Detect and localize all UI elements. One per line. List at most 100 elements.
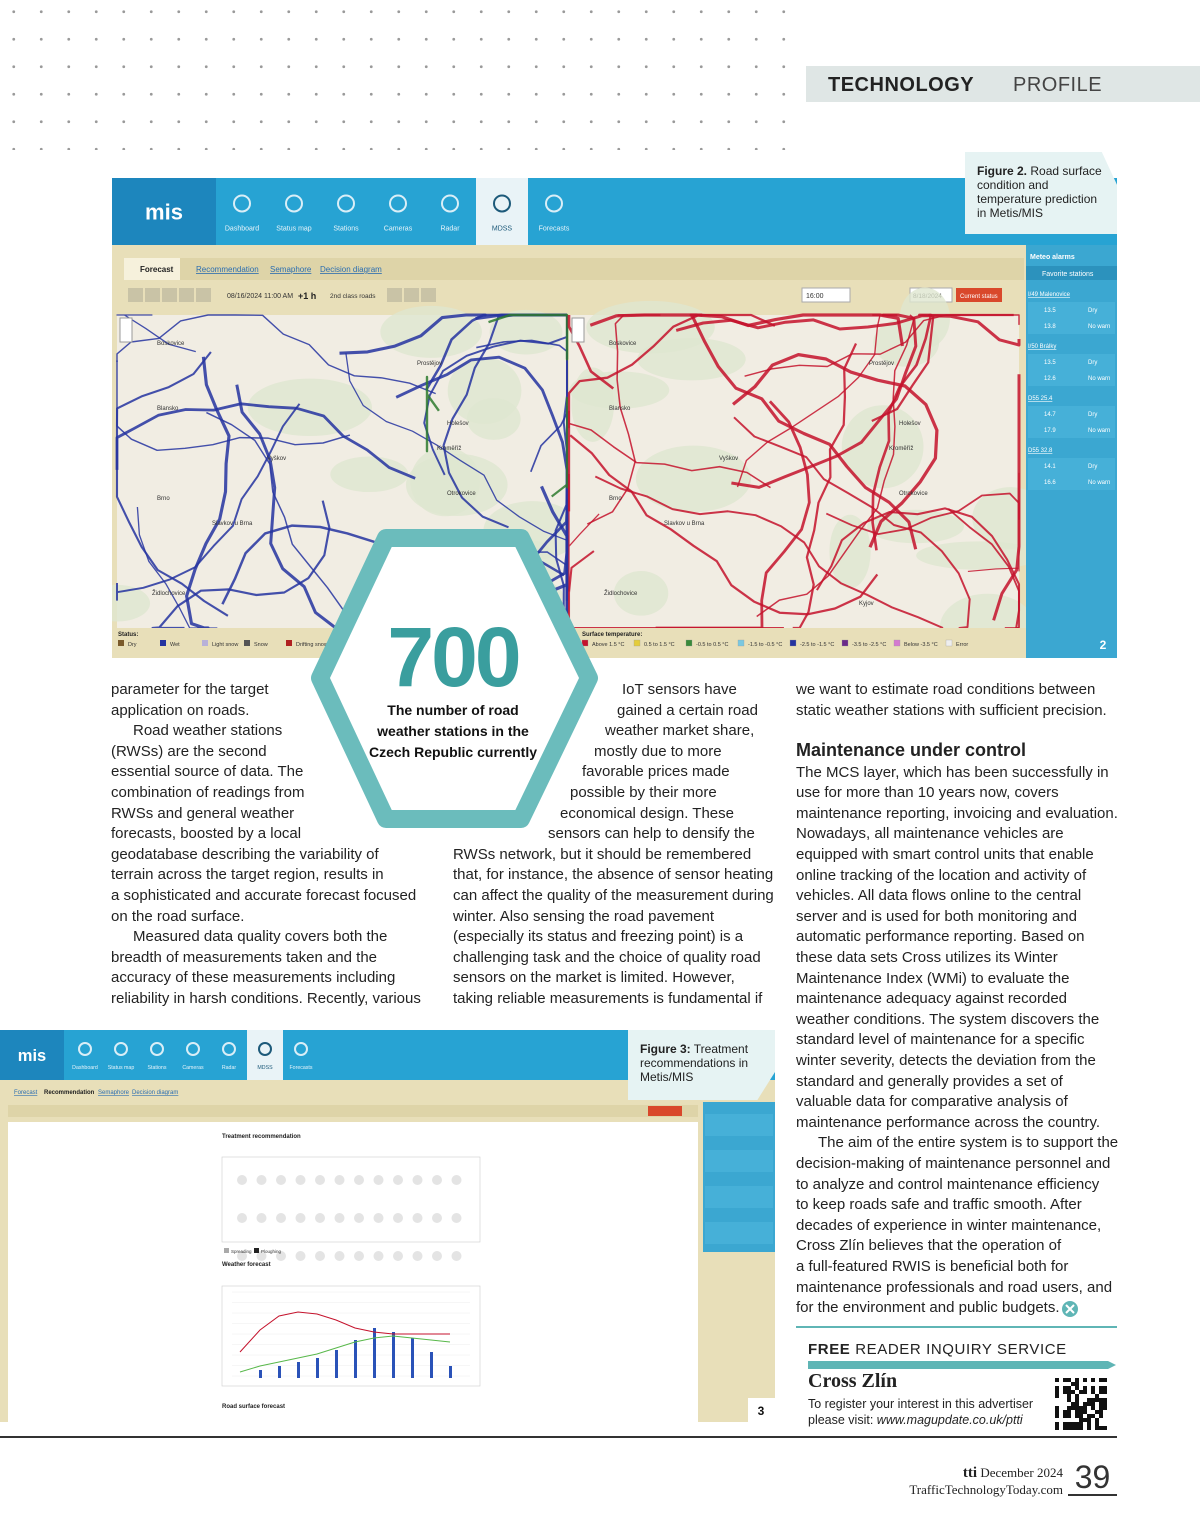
toolbar-current <box>648 1106 682 1116</box>
text-line: Measured data quality covers both the <box>133 928 388 946</box>
map-road <box>569 434 879 616</box>
callout-text: Czech Republic currently <box>369 744 537 760</box>
qr-module <box>1087 1418 1091 1422</box>
map-town: Boskovice <box>609 341 637 347</box>
qr-module <box>1083 1386 1087 1390</box>
legend-swatch <box>244 640 250 646</box>
qr-module <box>1055 1410 1059 1414</box>
map-town: Kroměříž <box>889 446 913 452</box>
qr-module <box>1067 1378 1071 1382</box>
forecast-bar <box>430 1352 433 1378</box>
text-line: mostly due to more <box>594 742 722 760</box>
toolbar-current-text: Current status <box>960 294 998 300</box>
text-line: sensors on the market is limited. Howeve… <box>453 969 735 987</box>
treatment-icon <box>295 1213 306 1223</box>
treatment-icon <box>334 1251 345 1261</box>
caption-text: Treatment recommendations in Metis/MIS <box>640 1042 749 1084</box>
text-line: application on roads. <box>111 701 250 719</box>
text-line: breadth of measurements taken and the <box>111 948 378 966</box>
qr-module <box>1075 1406 1079 1410</box>
legend-title: Surface temperature: <box>582 632 642 638</box>
qr-module <box>1067 1390 1071 1394</box>
station-status: Dry <box>1088 308 1097 314</box>
station-name: I/49 Malenovice <box>1028 292 1071 298</box>
treatment-icon <box>373 1175 384 1185</box>
nav-icon <box>337 194 355 213</box>
qr-module <box>1063 1414 1067 1418</box>
qr-module <box>1083 1390 1087 1394</box>
qr-module <box>1079 1422 1083 1426</box>
map-road <box>744 314 1020 377</box>
text-line: automatic performance reporting. Based o… <box>796 928 1085 946</box>
treatment-icon <box>432 1175 442 1185</box>
forecast-bar <box>335 1350 338 1378</box>
map-road <box>756 314 915 618</box>
station-row <box>705 1114 773 1136</box>
tab-active <box>124 258 180 280</box>
station-warning: No warn <box>1088 480 1110 486</box>
footer-rule <box>0 1436 1117 1438</box>
text-line: geodatabase describing the variability o… <box>111 845 379 863</box>
text-line: winter severity, detects the deviation f… <box>796 1051 1096 1069</box>
section-banner: TECHNOLOGY PROFILE <box>806 66 1200 102</box>
inquiry-url[interactable]: www.magupdate.co.uk/ptti <box>876 1413 1023 1427</box>
app-logo: mis <box>18 1047 46 1065</box>
qr-module <box>1095 1426 1099 1430</box>
legend-swatch <box>737 639 745 647</box>
qr-module <box>1087 1414 1091 1418</box>
map-road <box>733 416 971 629</box>
text-line: equipped with smart control units that e… <box>796 845 1094 863</box>
figure-2-caption: Figure 2. Road surface condition and tem… <box>965 152 1117 234</box>
text-line: gained a certain road <box>617 701 758 719</box>
qr-module <box>1063 1422 1067 1426</box>
qr-module <box>1075 1386 1079 1390</box>
toolbar-button <box>179 288 194 302</box>
tab-label: Semaphore <box>270 265 312 274</box>
toolbar-select <box>801 287 851 303</box>
callout-text: The number of road <box>387 702 518 718</box>
treatment-icon <box>451 1213 462 1223</box>
map-town: Kyjov <box>859 601 874 607</box>
qr-module <box>1095 1394 1099 1398</box>
qr-module <box>1103 1398 1107 1402</box>
text-line: for the environment and public budgets. <box>796 1299 1060 1317</box>
app-logo-box <box>112 178 216 245</box>
text-line: taking reliable measurements is fundamen… <box>453 990 763 1007</box>
treatment-icon <box>334 1175 345 1185</box>
qr-module <box>1055 1406 1059 1410</box>
toolbar-button <box>387 288 402 302</box>
sidebar-favorites: Favorite stations <box>1042 271 1094 278</box>
qr-code[interactable] <box>1055 1378 1107 1430</box>
map-forest <box>867 509 964 544</box>
inquiry-title-text: READER INQUIRY SERVICE <box>855 1341 1067 1358</box>
sidebar-alarms: Meteo alarms <box>1030 254 1075 261</box>
app-logo-box <box>0 1030 64 1080</box>
treatment-icon <box>256 1213 267 1223</box>
toolbar <box>8 1105 698 1117</box>
text-line: Nowadays, all maintenance vehicles are <box>796 825 1064 843</box>
nav-icon <box>285 194 303 213</box>
qr-module <box>1055 1414 1059 1418</box>
map-road <box>567 315 615 390</box>
station-name: D55 25.4 <box>1028 396 1053 402</box>
qr-module <box>1075 1394 1079 1398</box>
map-road <box>736 314 898 488</box>
tab-label: Decision diagram <box>132 1090 178 1096</box>
map-road <box>594 475 944 629</box>
legend-swatch <box>685 639 693 647</box>
map-road <box>567 313 776 512</box>
nav-icon <box>389 194 407 213</box>
station-surface: 13.8 <box>1044 324 1056 330</box>
nav-icon <box>493 194 511 213</box>
nav-label: MDSS <box>257 1065 273 1071</box>
map-road <box>731 352 939 548</box>
qr-module <box>1091 1402 1095 1406</box>
legend-label: -0.5 to 0.5 °C <box>696 642 728 648</box>
treatment-icon <box>451 1175 462 1185</box>
nav-label: Radar <box>440 225 460 232</box>
nav-icon <box>233 194 251 213</box>
text-line: (especially its status and freezing poin… <box>453 928 744 946</box>
forecast-bar <box>297 1362 300 1378</box>
text-line: to analyze and control maintenance effic… <box>796 1175 1100 1193</box>
